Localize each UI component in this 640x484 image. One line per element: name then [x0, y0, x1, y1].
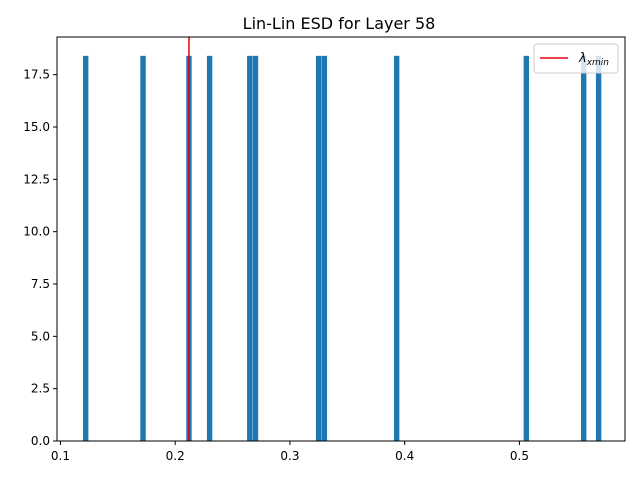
x-tick-label: 0.4: [395, 449, 414, 463]
histogram-bar: [206, 55, 213, 441]
x-tick-label: 0.5: [510, 449, 529, 463]
chart-title: Lin-Lin ESD for Layer 58: [243, 14, 436, 33]
histogram-bar: [247, 55, 253, 441]
legend-box: [533, 43, 619, 74]
x-tick-label: 0.3: [280, 449, 299, 463]
y-tick-label: 12.5: [23, 172, 50, 186]
histogram-bar: [321, 55, 328, 441]
histogram-bar: [315, 55, 322, 441]
bars-group: [82, 55, 602, 441]
axes-group: [56, 36, 626, 442]
histogram-bar: [523, 55, 530, 441]
x-axis-ticks: 0.1 0.2 0.3 0.4 0.5: [51, 441, 529, 463]
histogram-bar: [82, 55, 89, 441]
y-tick-label: 2.5: [31, 382, 50, 396]
histogram-bar: [252, 55, 259, 441]
x-tick-label: 0.2: [166, 449, 185, 463]
histogram-bar: [140, 55, 146, 441]
y-tick-label: 5.0: [31, 329, 50, 343]
y-axis-ticks: 0.0 2.5 5.0 7.5 10.0 12.5 15.0 17.5: [23, 68, 57, 448]
y-tick-label: 10.0: [23, 225, 50, 239]
plot-frame: [56, 36, 626, 442]
histogram-bar: [580, 55, 587, 441]
legend-label: λxmin: [578, 51, 609, 68]
legend: λxmin: [533, 43, 619, 74]
y-tick-label: 7.5: [31, 277, 50, 291]
x-tick-label: 0.1: [51, 449, 70, 463]
histogram-bar: [393, 55, 400, 441]
y-tick-label: 0.0: [31, 434, 50, 448]
legend-symbol: λ: [578, 51, 587, 66]
histogram-bar: [595, 55, 602, 441]
y-tick-label: 17.5: [23, 68, 50, 82]
legend-subscript: xmin: [586, 58, 610, 68]
y-tick-label: 15.0: [23, 120, 50, 134]
